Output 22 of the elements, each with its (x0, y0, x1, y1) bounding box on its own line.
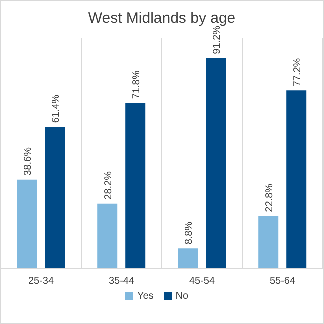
legend-label: Yes (137, 291, 154, 302)
x-tick-label: 55-64 (270, 276, 296, 288)
data-label: 71.8% (132, 70, 143, 100)
bar (17, 180, 38, 269)
data-label: 22.8% (264, 184, 276, 212)
bar (126, 103, 146, 269)
bar (178, 248, 198, 269)
bar (258, 216, 279, 269)
data-label: 38.6% (23, 147, 34, 176)
bar (45, 127, 66, 269)
x-tick-label: 35-44 (108, 276, 135, 288)
bar (98, 204, 118, 269)
x-tick-label: 25-34 (28, 276, 54, 288)
legend-label: No (176, 291, 189, 302)
bar (206, 58, 226, 269)
data-label: 28.2% (104, 171, 115, 200)
data-label: 77.2% (292, 58, 304, 87)
data-label: 91.2% (212, 26, 224, 54)
data-label: 8.8% (184, 222, 196, 245)
x-tick-label: 45-54 (189, 276, 216, 288)
data-label: 61.4% (51, 94, 62, 124)
bar (286, 90, 307, 269)
